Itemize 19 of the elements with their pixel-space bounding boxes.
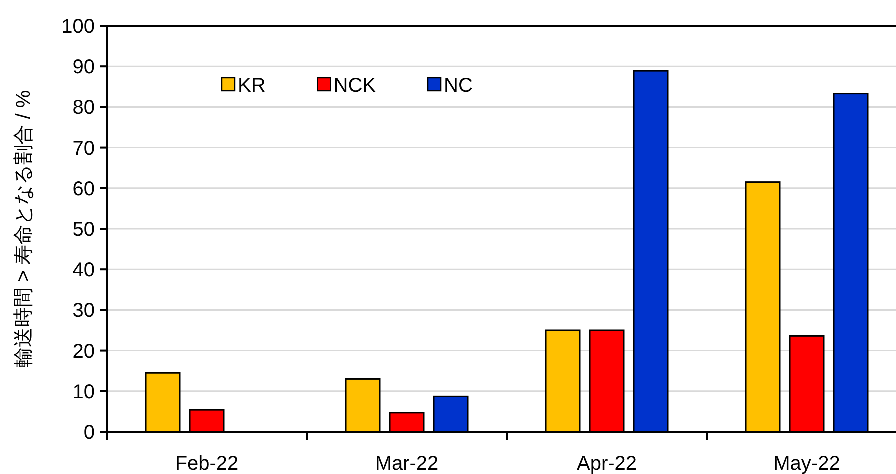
y-axis-title: 輸送時間 > 寿命となる割合 / %	[13, 90, 35, 368]
y-tick-label: 0	[84, 422, 95, 444]
x-tick-label: Feb-22	[175, 453, 239, 474]
y-tick-label: 100	[62, 16, 95, 38]
legend-label: NC	[444, 75, 473, 97]
legend-label: NCK	[334, 75, 377, 97]
y-tick-label: 40	[72, 260, 95, 282]
y-tick-label: 60	[72, 178, 95, 200]
y-tick-label: 30	[72, 300, 95, 322]
y-tick-label: 90	[72, 56, 95, 79]
y-tick-label: 70	[72, 138, 95, 160]
x-tick-label: Apr-22	[576, 453, 638, 474]
y-tick-label: 50	[72, 219, 95, 241]
x-tick-label: Mar-22	[375, 453, 439, 474]
y-tick-label: 10	[72, 381, 95, 404]
x-tick-label: May-22	[774, 453, 840, 474]
legend-label: KR	[238, 75, 266, 97]
y-tick-label: 20	[72, 340, 95, 363]
y-tick-label: 80	[72, 97, 95, 120]
